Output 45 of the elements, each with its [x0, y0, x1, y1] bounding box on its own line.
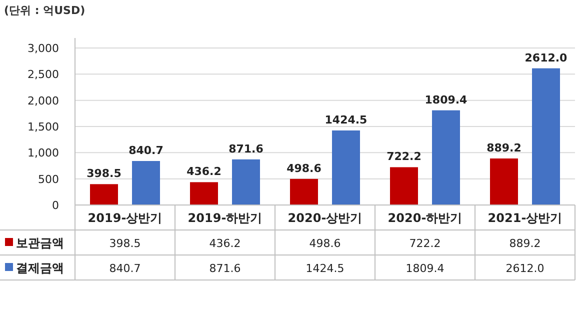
- data-label: 2612.0: [506, 262, 544, 275]
- data-label: 1424.5: [306, 262, 344, 275]
- data-label: 1809.4: [406, 262, 444, 275]
- bar: [190, 182, 218, 205]
- bar: [432, 110, 460, 205]
- text: 398.5: [86, 167, 122, 180]
- text: 1809.4: [424, 93, 468, 106]
- y-tick-label: 3,000: [28, 42, 59, 55]
- text: 722.2: [386, 150, 422, 164]
- x-tick-label: 2020-하반기: [388, 211, 462, 225]
- bar: [332, 130, 360, 205]
- y-tick-label: 0: [52, 199, 59, 212]
- y-tick-label: 500: [38, 172, 59, 186]
- x-tick-label: 2019-하반기: [188, 211, 262, 225]
- text: 1424.5: [324, 113, 368, 126]
- x-tick-label: 2019-상반기: [88, 211, 162, 225]
- text: 498.6: [286, 162, 322, 175]
- y-tick-label: 1,000: [28, 146, 59, 160]
- bar: [390, 167, 418, 205]
- data-label: 889.2: [509, 237, 541, 250]
- text: 871.6: [228, 142, 264, 156]
- y-axis-title: (단위 : 억USD): [4, 4, 86, 17]
- text: 436.2: [186, 165, 222, 178]
- bar: [232, 159, 260, 205]
- bar: [90, 184, 118, 205]
- y-tick-label: 1,500: [28, 120, 59, 134]
- data-label: 436.2: [209, 237, 241, 250]
- y-tick-label: 2,000: [28, 94, 59, 108]
- text: 2612.0: [524, 51, 568, 64]
- text: 840.7: [128, 144, 164, 158]
- data-label: 871.6: [209, 262, 241, 275]
- data-label: 840.7: [109, 262, 141, 275]
- legend-label: 보관금액: [16, 236, 64, 250]
- bar: [132, 161, 160, 205]
- data-label: 722.2: [409, 237, 441, 250]
- text: 889.2: [486, 141, 522, 154]
- y-tick-label: 2,500: [28, 68, 59, 82]
- data-label: 498.6: [309, 237, 341, 250]
- x-tick-label: 2021-상반기: [488, 211, 562, 225]
- bar: [490, 158, 518, 205]
- x-tick-label: 2020-상반기: [288, 211, 362, 225]
- bar: [290, 178, 318, 205]
- bar: [532, 68, 560, 205]
- data-label: 398.5: [109, 237, 141, 250]
- legend-label: 결제금액: [16, 261, 64, 275]
